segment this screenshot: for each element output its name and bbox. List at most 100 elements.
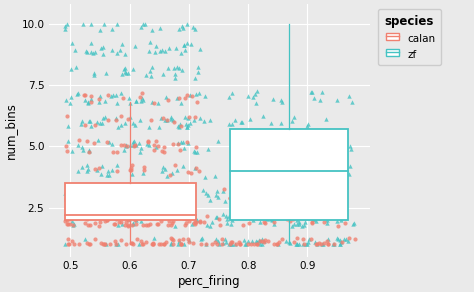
Point: [187, 215, 195, 220]
Point: [105, 173, 113, 177]
Point: [161, 118, 168, 122]
Point: [341, 221, 349, 225]
Point: [248, 150, 256, 155]
Point: [135, 242, 142, 246]
Point: [93, 199, 101, 203]
X-axis label: perc_firing: perc_firing: [178, 275, 240, 288]
Point: [137, 238, 145, 243]
Point: [122, 242, 130, 246]
Point: [123, 219, 130, 224]
Point: [233, 188, 240, 193]
Point: [275, 214, 283, 218]
Point: [179, 215, 187, 220]
Point: [279, 174, 287, 179]
Point: [237, 119, 245, 124]
Point: [181, 114, 188, 119]
Point: [334, 190, 341, 195]
Point: [219, 189, 227, 193]
Point: [81, 123, 89, 128]
Point: [145, 125, 153, 130]
Point: [261, 220, 268, 225]
Point: [203, 213, 210, 218]
Point: [75, 169, 82, 173]
Point: [133, 213, 141, 217]
Point: [192, 92, 200, 97]
Point: [101, 115, 109, 119]
Point: [270, 97, 277, 102]
Point: [166, 173, 174, 177]
Point: [150, 100, 157, 105]
Point: [78, 196, 85, 201]
Point: [158, 168, 166, 173]
Point: [129, 242, 137, 246]
Point: [163, 174, 171, 179]
Point: [97, 213, 104, 218]
Point: [244, 242, 252, 246]
Point: [167, 213, 174, 218]
Point: [79, 21, 87, 26]
Point: [336, 212, 343, 217]
Point: [109, 92, 117, 97]
Point: [240, 237, 247, 242]
Point: [296, 222, 303, 227]
Point: [101, 242, 109, 246]
Point: [334, 191, 341, 196]
Point: [63, 21, 71, 26]
Point: [137, 219, 145, 224]
Point: [141, 194, 149, 199]
Point: [77, 188, 85, 193]
Point: [175, 96, 182, 101]
Point: [182, 41, 190, 46]
Point: [64, 139, 72, 144]
Point: [118, 41, 126, 46]
Point: [184, 141, 191, 145]
Point: [324, 237, 332, 241]
Point: [107, 242, 114, 246]
Point: [232, 241, 240, 246]
Point: [177, 242, 184, 246]
Point: [144, 141, 151, 146]
Point: [326, 189, 334, 194]
Point: [128, 172, 136, 177]
Point: [109, 198, 116, 203]
Point: [253, 240, 261, 245]
Point: [103, 172, 110, 177]
Point: [165, 46, 173, 51]
Point: [146, 40, 154, 45]
Point: [113, 100, 121, 105]
Point: [254, 242, 261, 246]
Point: [95, 223, 103, 228]
Point: [119, 96, 127, 100]
Point: [123, 189, 130, 194]
Point: [192, 166, 200, 171]
Point: [168, 221, 176, 226]
Point: [267, 121, 275, 126]
Point: [310, 217, 317, 222]
Point: [340, 237, 348, 241]
Point: [187, 121, 194, 125]
Point: [155, 242, 163, 246]
Point: [167, 242, 175, 246]
Point: [96, 27, 103, 32]
Point: [335, 164, 343, 169]
Point: [82, 236, 89, 241]
Point: [321, 212, 328, 217]
Point: [98, 121, 106, 126]
Point: [95, 100, 102, 104]
Point: [145, 223, 152, 228]
Point: [169, 237, 177, 242]
Point: [293, 236, 301, 241]
Point: [174, 141, 182, 146]
Point: [192, 219, 200, 224]
Point: [100, 45, 107, 50]
Point: [142, 73, 150, 78]
Point: [329, 172, 337, 177]
Point: [333, 218, 341, 223]
Point: [112, 217, 120, 221]
Point: [81, 92, 89, 97]
Point: [237, 172, 244, 176]
Point: [193, 218, 201, 222]
Point: [127, 115, 134, 119]
Point: [273, 242, 281, 246]
Point: [285, 239, 293, 244]
